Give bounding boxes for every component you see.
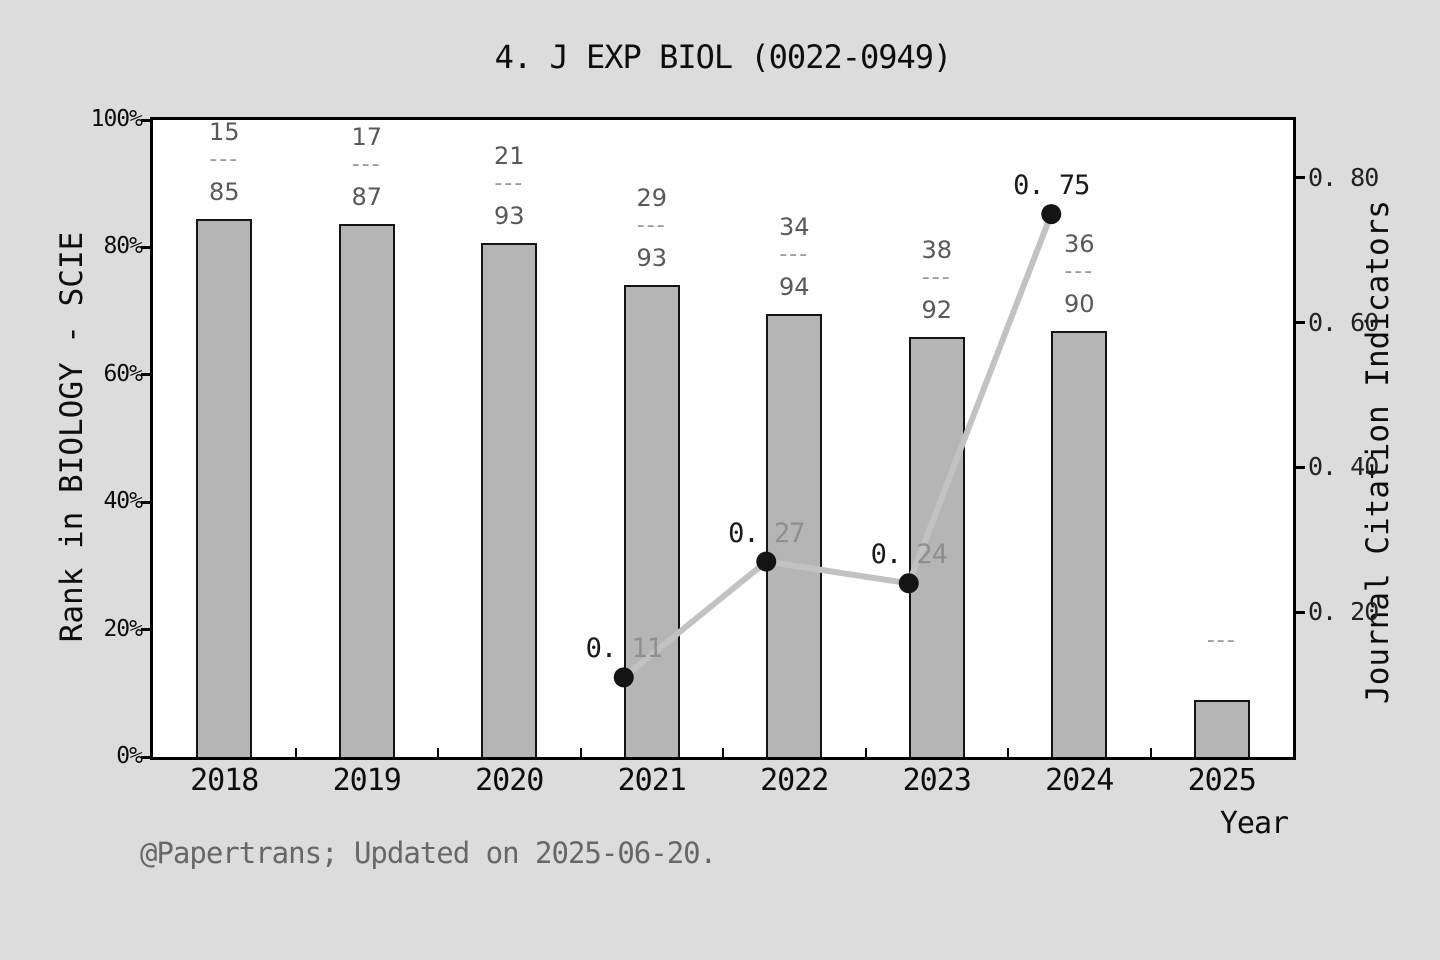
bar-2020 <box>481 242 538 757</box>
jci-point-2023 <box>898 573 919 594</box>
jci-value-label-2021: 0. 11 <box>585 633 663 665</box>
rank-fraction-label-2023: 38 --- 92 <box>921 235 952 325</box>
plot-inner: 15 --- 85 17 --- 87 21 --- 93 29 --- 93 34 --- 94 38 ---… <box>153 117 1293 757</box>
x-minor-tick <box>1007 748 1009 757</box>
jci-value-label-2022: 0. 27 <box>728 517 806 549</box>
jci-point-2024 <box>1041 204 1062 225</box>
right-tick-label-0.4: 0. 40 <box>1308 452 1379 482</box>
rank-fraction-label-2024: 36 --- 90 <box>1064 229 1095 319</box>
bar-2025 <box>1193 699 1250 757</box>
left-tick-label-60: 60% <box>103 360 143 387</box>
x-tick-label-2019: 2019 <box>332 763 402 798</box>
left-tick-label-40: 40% <box>103 488 143 515</box>
x-tick-label-2023: 2023 <box>902 763 972 798</box>
x-minor-tick <box>579 748 582 757</box>
x-tick-label-2018: 2018 <box>190 763 259 798</box>
x-tick-label-2022: 2022 <box>760 763 829 798</box>
fraction-divider: --- <box>1064 259 1095 285</box>
bar-2024 <box>1051 331 1108 757</box>
rank-numerator: 36 <box>1063 230 1095 259</box>
bar-2019 <box>338 223 395 757</box>
left-tick-mark <box>141 118 150 122</box>
x-axis-title: Year <box>1219 806 1289 841</box>
jci-value-digits: 27 <box>758 517 806 549</box>
jci-line-plot <box>613 204 1062 688</box>
left-tick-label-0: 0% <box>116 743 143 769</box>
rank-fraction-label-2019: 17 --- 87 <box>351 122 382 212</box>
rank-fraction-label-2020: 21 --- 93 <box>494 141 525 231</box>
rank-fraction-label-2025: --- <box>1207 598 1237 688</box>
rank-fraction-label-2018: 15 --- 85 <box>209 117 240 207</box>
rank-denominator: 87 <box>351 182 383 211</box>
jci-point-2022 <box>756 551 777 572</box>
left-tick-label-80: 80% <box>103 233 143 260</box>
rank-denominator: 94 <box>778 272 810 301</box>
jci-value-prefix: 0. <box>870 539 903 571</box>
rank-numerator: 15 <box>208 117 240 146</box>
bar-2023 <box>908 337 965 757</box>
x-tick-label-2024: 2024 <box>1045 763 1114 798</box>
right-tick-label-0.8: 0. 80 <box>1308 162 1379 192</box>
jci-value-label-2024: 0. 75 <box>1013 170 1091 202</box>
x-tick-label-2025: 2025 <box>1187 763 1257 798</box>
left-tick-mark <box>141 500 150 504</box>
rank-denominator: 90 <box>1063 290 1095 319</box>
rank-numerator: 21 <box>493 141 525 170</box>
x-minor-tick <box>294 748 297 757</box>
jci-value-digits: 75 <box>1043 170 1091 202</box>
left-tick-mark <box>141 755 150 759</box>
jci-line <box>621 213 1055 680</box>
fraction-divider: --- <box>921 265 952 291</box>
jci-value-digits: 24 <box>901 539 948 571</box>
right-tick-label-0.6: 0. 60 <box>1308 307 1379 337</box>
right-tick-mark <box>1296 321 1305 325</box>
rank-denominator: 85 <box>208 177 240 206</box>
left-tick-mark <box>141 245 150 249</box>
fraction-divider: --- <box>494 170 525 196</box>
chart-title: 4. J EXP BIOL (0022-0949) <box>494 38 953 76</box>
fraction-divider: --- <box>1206 627 1237 653</box>
x-minor-tick <box>864 748 867 757</box>
jci-value-prefix: 0. <box>585 633 618 665</box>
x-minor-tick <box>437 748 439 757</box>
rank-denominator: 93 <box>636 243 668 272</box>
jci-value-label-2023: 0. 24 <box>870 539 948 571</box>
left-tick-mark <box>141 628 150 632</box>
x-minor-tick <box>722 748 724 757</box>
rank-numerator: 38 <box>921 236 953 265</box>
right-tick-label-0.2: 0. 20 <box>1308 597 1379 627</box>
right-tick-mark <box>1296 176 1305 180</box>
rank-numerator: 29 <box>636 183 668 212</box>
fraction-divider: --- <box>351 151 382 177</box>
rank-numerator: 17 <box>351 122 383 151</box>
x-tick-label-2020: 2020 <box>475 763 544 798</box>
jci-value-prefix: 0. <box>728 517 760 549</box>
jci-value-digits: 11 <box>616 633 663 665</box>
left-tick-label-20: 20% <box>103 615 143 642</box>
rank-fraction-label-2021: 29 --- 93 <box>636 183 667 273</box>
rank-denominator: 92 <box>921 296 953 325</box>
bar-2021 <box>623 284 680 757</box>
fraction-divider: --- <box>636 212 667 238</box>
left-axis-title: Rank in BIOLOGY - SCIE <box>54 231 90 643</box>
x-tick-label-2021: 2021 <box>617 763 687 798</box>
fraction-divider: --- <box>209 146 240 172</box>
rank-denominator: 93 <box>493 201 525 230</box>
fraction-divider: --- <box>779 241 810 267</box>
footer-credit: @Papertrans; Updated on 2025-06-20. <box>140 836 717 870</box>
jci-value-prefix: 0. <box>1013 170 1045 202</box>
bar-2022 <box>766 313 823 757</box>
left-tick-label-100: 100% <box>90 106 143 132</box>
right-tick-mark <box>1296 465 1305 469</box>
rank-numerator: 34 <box>778 212 810 241</box>
jci-point-2021 <box>613 667 634 688</box>
left-tick-mark <box>141 373 150 377</box>
bar-2018 <box>196 218 253 757</box>
rank-fraction-label-2022: 34 --- 94 <box>779 212 810 302</box>
x-minor-tick <box>1149 748 1152 757</box>
right-tick-mark <box>1296 610 1305 614</box>
